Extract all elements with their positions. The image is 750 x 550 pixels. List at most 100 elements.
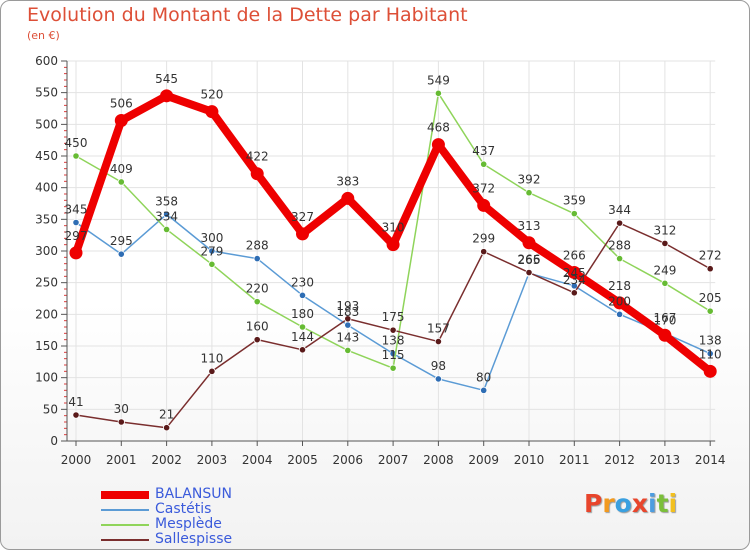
data-label-mespl-de-2002: 334: [155, 209, 178, 223]
data-label-mespl-de-2001: 409: [110, 162, 133, 176]
point-balansun-2006: [341, 191, 355, 205]
data-label-sallespisse-2011: 234: [563, 273, 586, 287]
data-label-cast-tis-2008: 98: [431, 359, 446, 373]
point-mespl-de-2000: [72, 152, 80, 160]
point-balansun-2013: [658, 328, 672, 342]
point-balansun-2001: [114, 114, 128, 128]
point-sallespisse-2003: [208, 367, 216, 375]
x-tick-label-2011: 2011: [559, 453, 590, 467]
legend-item-balansun: BALANSUN: [101, 486, 361, 502]
x-tick-label-2001: 2001: [106, 453, 137, 467]
point-mespl-de-2014: [706, 307, 714, 315]
data-label-balansun-2007: 310: [382, 221, 405, 235]
point-cast-tis-2011: [570, 282, 578, 290]
data-label-sallespisse-2006: 193: [336, 299, 359, 313]
x-tick-label-2003: 2003: [197, 453, 228, 467]
y-tick-label-100: 100: [35, 371, 58, 385]
data-label-mespl-de-2010: 392: [518, 173, 541, 187]
data-label-sallespisse-2008: 157: [427, 322, 450, 336]
point-mespl-de-2001: [117, 178, 125, 186]
data-label-mespl-de-2006: 143: [336, 330, 359, 344]
data-label-cast-tis-2001: 295: [110, 234, 133, 248]
point-mespl-de-2004: [253, 298, 261, 306]
x-tick-label-2005: 2005: [287, 453, 318, 467]
chart-title: Evolution du Montant de la Dette par Hab…: [27, 4, 468, 26]
data-label-mespl-de-2005: 180: [291, 307, 314, 321]
point-cast-tis-2014: [706, 349, 714, 358]
y-tick-label-150: 150: [35, 339, 58, 353]
data-label-balansun-2010: 313: [518, 219, 541, 233]
x-tick-label-2002: 2002: [151, 453, 182, 467]
point-mespl-de-2002: [163, 225, 171, 234]
data-label-sallespisse-2013: 312: [653, 223, 676, 237]
point-sallespisse-2009: [480, 248, 488, 256]
legend-swatch-castetis: [101, 509, 149, 511]
data-labels: 345 295 358 300 288 230 183 138 98 80 265 245 200 170…: [65, 72, 722, 422]
legend-swatch-mesplede: [101, 524, 149, 526]
data-label-balansun-2013: 167: [653, 311, 676, 325]
series-mespl-de: [72, 89, 714, 372]
point-mespl-de-2006: [344, 346, 352, 355]
data-label-balansun-2011: 266: [563, 249, 586, 263]
data-label-mespl-de-2013: 249: [653, 263, 676, 277]
y-tick-label-300: 300: [35, 244, 58, 258]
point-cast-tis-2001: [117, 250, 125, 258]
data-label-balansun-2000: 297: [65, 229, 88, 243]
series: [69, 89, 717, 432]
logo-letter: t: [656, 489, 669, 518]
data-label-balansun-2009: 372: [472, 181, 495, 195]
point-cast-tis-2009: [480, 386, 488, 394]
data-label-cast-tis-2014: 138: [699, 334, 722, 348]
data-label-balansun-2012: 218: [608, 279, 631, 293]
data-label-mespl-de-2014: 205: [699, 291, 722, 305]
y-tick-label-0: 0: [50, 434, 58, 448]
data-label-sallespisse-2002: 21: [159, 408, 174, 422]
data-label-mespl-de-2012: 288: [608, 239, 631, 253]
legend-swatch-sallespisse: [101, 539, 149, 541]
data-label-cast-tis-2013: 170: [653, 313, 676, 327]
point-balansun-2007: [386, 238, 400, 252]
data-label-mespl-de-2004: 220: [246, 282, 269, 296]
y-tick-label-550: 550: [35, 86, 58, 100]
point-sallespisse-2006: [344, 315, 352, 323]
data-label-balansun-2008: 468: [427, 121, 450, 135]
data-label-cast-tis-2000: 345: [65, 203, 88, 217]
legend-item-castetis: Castétis: [101, 501, 361, 517]
data-label-mespl-de-2000: 450: [65, 136, 88, 150]
y-tick-label-200: 200: [35, 307, 58, 321]
point-mespl-de-2010: [525, 189, 533, 197]
data-label-sallespisse-2000: 41: [68, 395, 83, 409]
data-label-sallespisse-2009: 299: [472, 232, 495, 246]
data-label-sallespisse-2012: 344: [608, 203, 631, 217]
legend-label-balansun: BALANSUN: [155, 486, 232, 502]
series-sallespisse: [72, 219, 714, 432]
point-mespl-de-2009: [480, 160, 488, 168]
point-sallespisse-2001: [117, 418, 125, 426]
point-mespl-de-2007: [389, 364, 397, 372]
y-tick-label-400: 400: [35, 181, 58, 195]
data-label-sallespisse-2003: 110: [200, 351, 223, 365]
point-sallespisse-2007: [389, 326, 397, 334]
point-cast-tis-2012: [615, 310, 624, 318]
logo-letter: x: [631, 489, 648, 518]
data-label-balansun-2014: 110: [699, 347, 722, 361]
data-label-balansun-2003: 520: [200, 88, 223, 102]
point-sallespisse-2005: [298, 346, 307, 354]
point-balansun-2010: [522, 236, 536, 250]
data-label-cast-tis-2002: 358: [155, 194, 178, 208]
point-sallespisse-2011: [570, 289, 578, 297]
legend-label-mesplede: Mesplède: [155, 516, 222, 532]
point-sallespisse-2004: [253, 336, 261, 344]
series-cast-tis: [72, 210, 714, 394]
y-tick-label-250: 250: [35, 276, 58, 290]
point-cast-tis-2003: [208, 247, 216, 255]
logo-letter: o: [614, 489, 632, 518]
point-balansun-2012: [613, 296, 627, 310]
point-mespl-de-2008: [434, 89, 442, 97]
data-label-cast-tis-2005: 230: [291, 275, 314, 289]
data-label-cast-tis-2011: 245: [563, 266, 586, 280]
data-label-cast-tis-2007: 138: [382, 334, 405, 348]
y-tick-label-450: 450: [35, 149, 58, 163]
legend: BALANSUN Castétis Mesplède Sallespisse: [101, 486, 361, 547]
